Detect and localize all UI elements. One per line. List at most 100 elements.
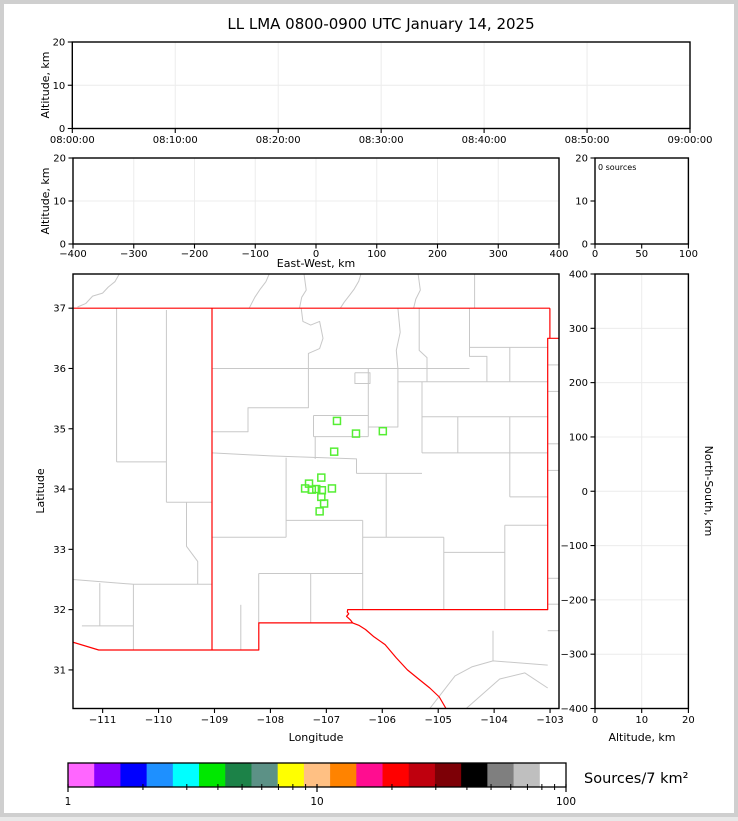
map-content (73, 274, 559, 709)
x-tick-label: −200 (181, 249, 208, 260)
x-tick-label: 200 (428, 249, 447, 260)
y-tick-label: 100 (569, 432, 588, 443)
x-tick-label: 400 (549, 249, 568, 260)
y-tick-label: 33 (53, 545, 66, 556)
county-boundary (77, 274, 120, 308)
y-tick-label: 0 (60, 240, 66, 251)
county-boundary (212, 368, 309, 433)
x-tick-label: 08:50:00 (565, 135, 610, 146)
y-tick-label: −200 (561, 595, 588, 606)
lma-station-marker (329, 447, 339, 456)
x-tick-label: 08:00:00 (50, 135, 95, 146)
colorbar-segment (330, 763, 357, 787)
x-tick-label: −107 (313, 715, 340, 726)
lma-station-marker (312, 484, 321, 494)
county-boundary (248, 274, 270, 309)
axes-layer: 08:00:00 08:10:00 08:20:00 08:30:00 08:40:00… (50, 38, 713, 727)
county-boundary (73, 579, 134, 585)
y-tick-label: 10 (53, 81, 66, 92)
colorbar-tick-label: 10 (310, 796, 323, 808)
y-tick-label: 20 (53, 154, 66, 165)
lma-station-marker (307, 485, 317, 494)
x-tick-label: 50 (635, 249, 648, 260)
state-boundary (352, 622, 447, 709)
map-xlabel: Longitude (289, 731, 344, 744)
colorbar-segment (94, 763, 121, 787)
x-tick-label: 10 (635, 715, 648, 726)
x-tick-label: −111 (89, 715, 116, 726)
lma-station-marker (378, 426, 388, 436)
page-title: LL LMA 0800-0900 UTC January 14, 2025 (227, 15, 534, 33)
x-tick-label: 20 (682, 715, 695, 726)
colorbar-label: Sources/7 km² (584, 771, 688, 787)
lma-station-marker (319, 499, 329, 508)
colorbar-segment (199, 763, 226, 787)
y-tick-label: 20 (53, 38, 66, 49)
county-boundary (300, 308, 324, 369)
county-boundary (395, 308, 401, 369)
colorbar-segment (277, 763, 305, 787)
y-tick-label: 0 (582, 487, 588, 498)
colorbar-segment (225, 763, 252, 787)
y-tick-label: −400 (561, 704, 588, 715)
colorbar-segment (461, 763, 488, 787)
colorbar-segment (68, 763, 95, 787)
y-tick-label: 200 (569, 378, 588, 389)
colorbar-segment (251, 763, 279, 787)
ew-panel-xlabel: East-West, km (277, 257, 355, 270)
y-tick-label: 0 (59, 124, 65, 135)
x-tick-label: 100 (367, 249, 386, 260)
map-panel (72, 273, 560, 710)
y-tick-label: 10 (575, 197, 588, 208)
colorbar-tick-label: 100 (556, 796, 576, 808)
x-tick-label: 300 (489, 249, 508, 260)
x-tick-label: 08:30:00 (359, 135, 404, 146)
gridlines-layer (72, 42, 690, 709)
map-ylabel: Latitude (34, 468, 47, 514)
x-tick-label: −106 (369, 715, 396, 726)
lma-station-marker (317, 473, 326, 482)
colorbar-segment (434, 763, 462, 787)
x-tick-label: −100 (242, 249, 269, 260)
county-boundary (413, 274, 421, 309)
x-tick-label: 0 (592, 715, 598, 726)
county-boundary (186, 502, 199, 585)
x-tick-label: 08:20:00 (256, 135, 301, 146)
x-tick-label: −110 (145, 715, 172, 726)
colorbar-segment (356, 763, 384, 787)
county-boundary (429, 660, 548, 709)
y-tick-label: 300 (569, 324, 588, 335)
county-boundary (299, 274, 307, 309)
county-boundary (465, 672, 548, 709)
county-boundary (354, 372, 371, 384)
histogram-annotation: 0 sources (598, 163, 636, 172)
lma-station-marker (327, 484, 337, 493)
colorbar-segment (513, 763, 541, 787)
colorbar-segment (539, 763, 567, 787)
x-tick-label: −104 (480, 715, 507, 726)
y-tick-label: 400 (569, 270, 588, 281)
x-tick-label: 0 (592, 249, 598, 260)
colorbar-segment (303, 763, 331, 787)
y-tick-label: 0 (582, 240, 588, 251)
y-tick-label: 36 (53, 364, 66, 375)
map-layer (73, 274, 559, 709)
ew-panel-ylabel: Altitude, km (39, 167, 52, 234)
county-boundary (339, 274, 362, 309)
y-tick-label: 31 (53, 665, 66, 676)
y-tick-label: 10 (53, 197, 66, 208)
y-tick-label: 20 (575, 154, 588, 165)
lma-station-marker (315, 507, 324, 516)
x-tick-label: 08:10:00 (153, 135, 198, 146)
x-tick-label: −105 (424, 715, 451, 726)
colorbar-tick-label: 1 (65, 796, 72, 808)
y-tick-label: 32 (53, 605, 66, 616)
time-panel-ylabel: Altitude, km (39, 51, 52, 118)
county-boundary (368, 368, 399, 428)
colorbar-segment (146, 763, 174, 787)
ns-panel-ylabel: North-South, km (702, 446, 715, 537)
x-tick-label: −103 (536, 715, 563, 726)
